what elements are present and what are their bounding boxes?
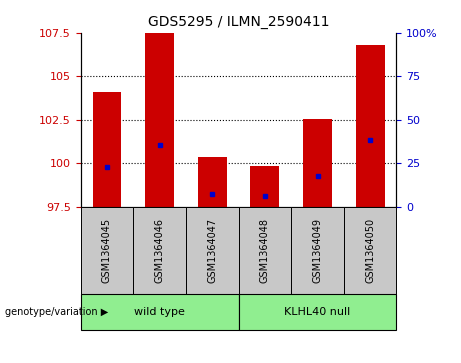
Title: GDS5295 / ILMN_2590411: GDS5295 / ILMN_2590411 bbox=[148, 15, 329, 29]
Bar bbox=[356, 45, 384, 207]
Text: GSM1364049: GSM1364049 bbox=[313, 218, 323, 283]
Bar bbox=[81, 207, 133, 294]
Text: genotype/variation ▶: genotype/variation ▶ bbox=[5, 307, 108, 317]
Bar bbox=[81, 294, 239, 330]
Text: GSM1364047: GSM1364047 bbox=[207, 218, 217, 283]
Bar bbox=[250, 166, 279, 207]
Bar bbox=[145, 33, 174, 207]
Text: GSM1364050: GSM1364050 bbox=[365, 218, 375, 283]
Bar bbox=[198, 157, 227, 207]
Bar bbox=[291, 207, 344, 294]
Bar bbox=[239, 294, 396, 330]
Text: KLHL40 null: KLHL40 null bbox=[284, 307, 351, 317]
Bar bbox=[93, 92, 121, 207]
Text: wild type: wild type bbox=[134, 307, 185, 317]
Bar bbox=[239, 207, 291, 294]
Text: GSM1364048: GSM1364048 bbox=[260, 218, 270, 283]
Text: GSM1364045: GSM1364045 bbox=[102, 218, 112, 283]
Bar bbox=[186, 207, 239, 294]
Text: GSM1364046: GSM1364046 bbox=[154, 218, 165, 283]
Bar bbox=[303, 119, 332, 207]
Bar bbox=[133, 207, 186, 294]
Bar bbox=[344, 207, 396, 294]
